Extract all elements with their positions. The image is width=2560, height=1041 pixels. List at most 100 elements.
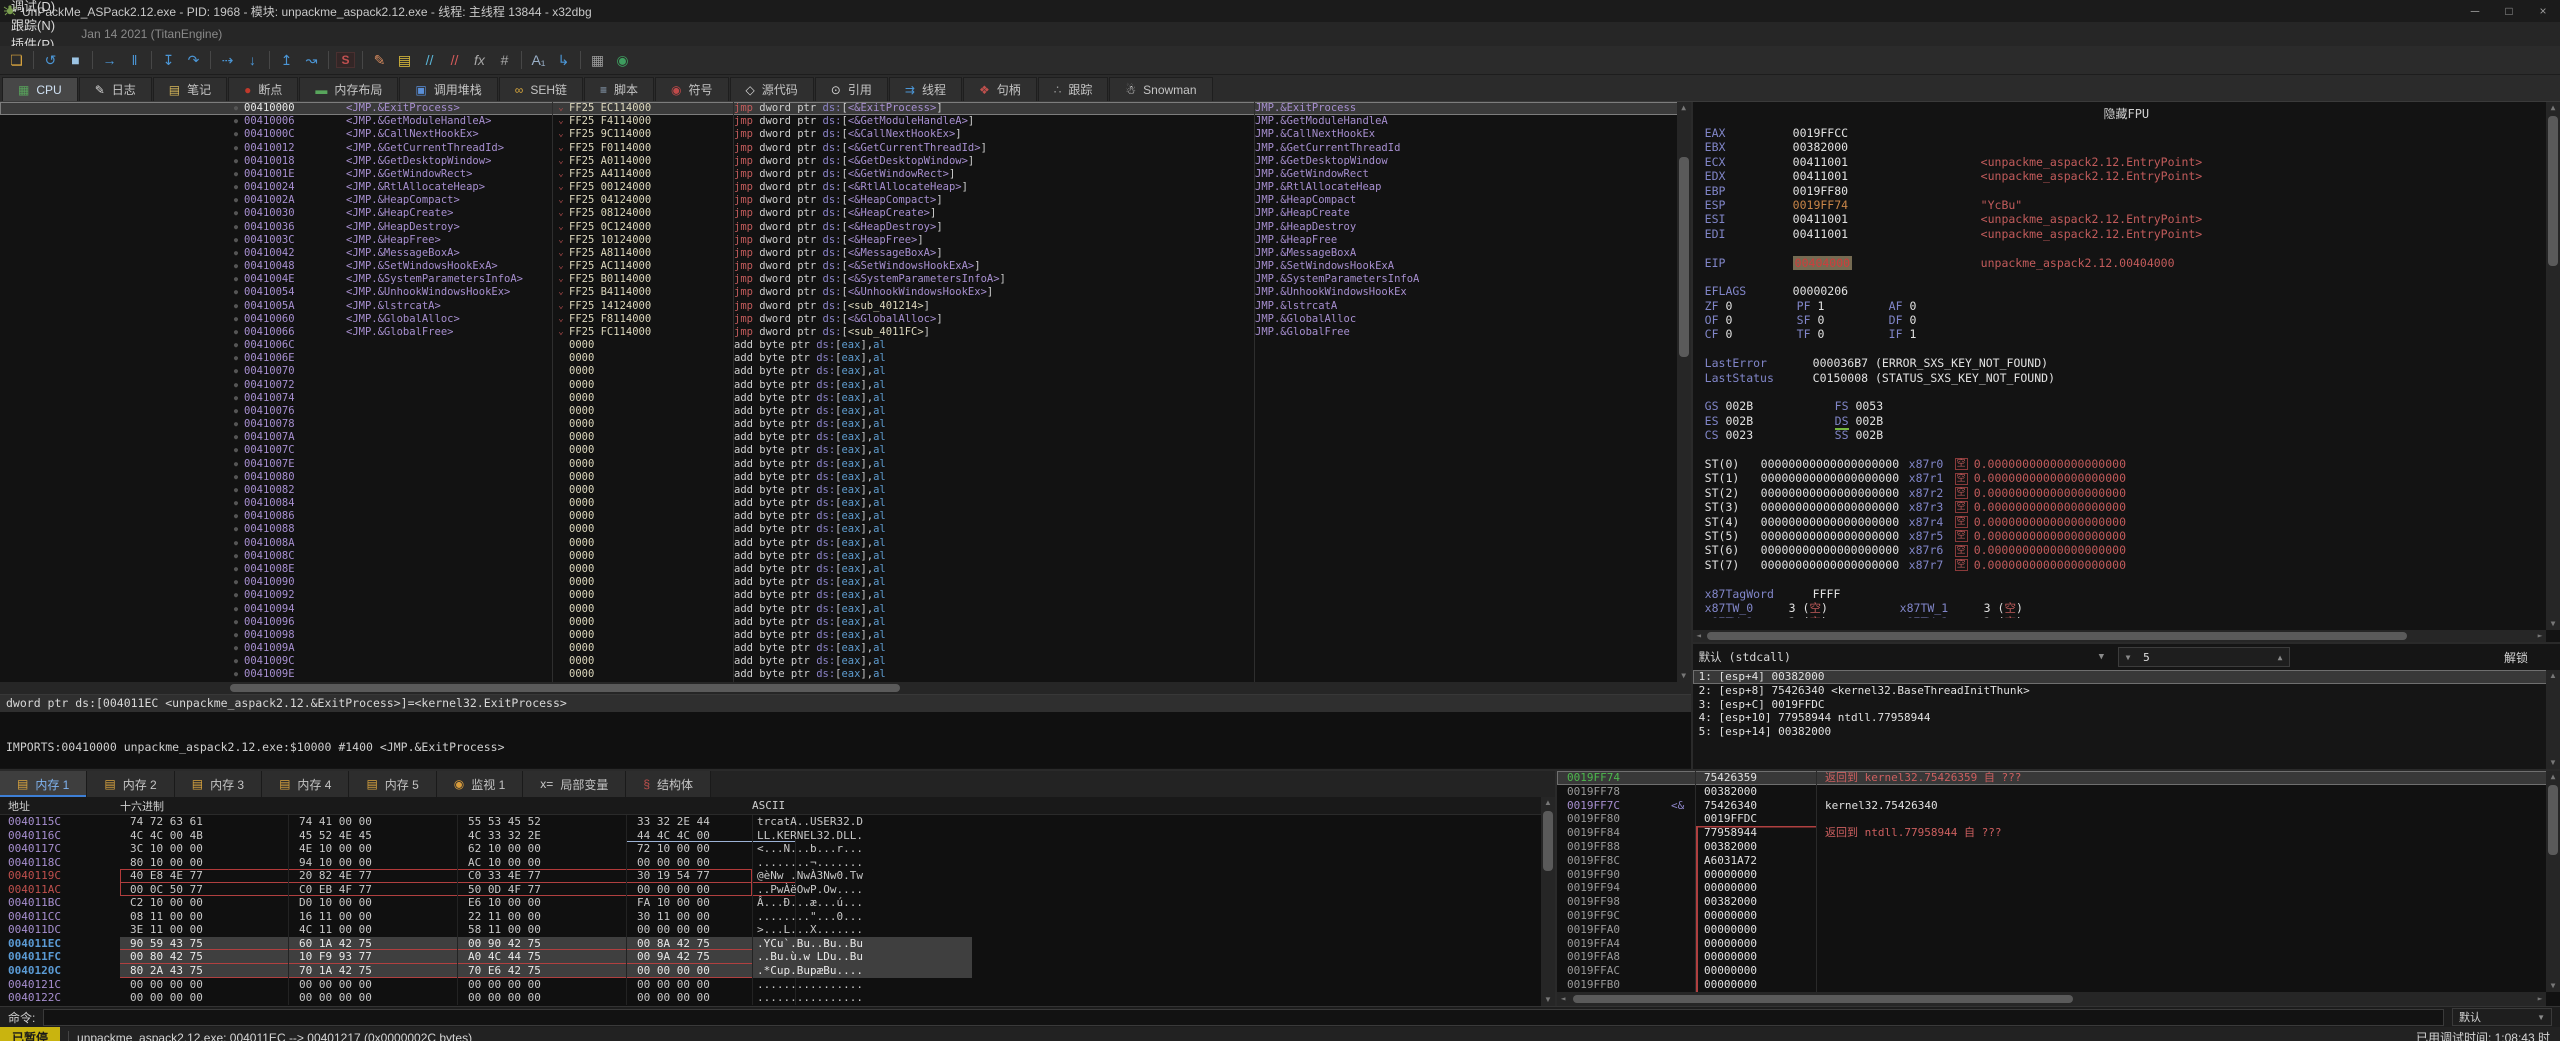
stack-vertical-scrollbar[interactable]: ▲ ▼ xyxy=(2546,771,2560,992)
assemble-icon[interactable]: A₁ xyxy=(526,48,551,72)
st-register-value[interactable]: 00000000000000000000 xyxy=(1760,485,1900,500)
dump-row[interactable]: 004011AC 00 0C 50 77 C0 EB 4F 77 50 0D 4F 7… xyxy=(0,882,1555,897)
dump-row[interactable]: 004011EC 90 59 43 75 60 1A 42 75 00 90 42 7… xyxy=(0,936,1555,951)
spinner-down-icon[interactable]: ▼ xyxy=(2125,652,2131,662)
maximize-button[interactable]: □ xyxy=(2505,4,2513,18)
pause-icon[interactable]: ‖ xyxy=(122,48,147,72)
flag-pair[interactable]: DF 0 xyxy=(1889,313,1981,327)
breakpoint-dot[interactable]: ● xyxy=(233,630,239,639)
breakpoint-dot[interactable]: ● xyxy=(233,472,239,481)
close-button[interactable]: × xyxy=(2539,4,2547,18)
disasm-row[interactable]: ● 0041007C 0000 add byte ptr ds:[eax],al xyxy=(0,444,1691,458)
disasm-row[interactable]: ● 0041006C 0000 add byte ptr ds:[eax],al xyxy=(0,339,1691,353)
tab-跟踪[interactable]: ∴ 跟踪 xyxy=(1037,77,1109,101)
stack-row[interactable]: 0019FF98 00382000 xyxy=(1557,895,2560,909)
tab-内存布局[interactable]: ▬ 内存布局 xyxy=(299,77,399,101)
disasm-row[interactable]: ● 00410000 <JMP.&ExitProcess> ⌄ FF25 EC11400… xyxy=(0,102,1691,116)
disasm-row[interactable]: ● 00410018 <JMP.&GetDesktopWindow> ⌄ FF25 A0… xyxy=(0,155,1691,168)
disasm-row[interactable]: ● 00410092 0000 add byte ptr ds:[eax],al xyxy=(0,589,1691,603)
disasm-row[interactable]: ● 00410074 0000 add byte ptr ds:[eax],al xyxy=(0,392,1691,405)
breakpoint-dot[interactable]: ● xyxy=(233,485,239,494)
trace-into-icon[interactable]: ↓ xyxy=(240,48,265,72)
scrollbar-thumb[interactable] xyxy=(2548,116,2558,266)
register-value[interactable]: 00411001 xyxy=(1792,226,1849,241)
stack-row[interactable]: 0019FF80 0019FFDC xyxy=(1557,812,2560,827)
stack-row[interactable]: 0019FF78 00382000 xyxy=(1557,784,2560,799)
breakpoint-dot[interactable]: ● xyxy=(233,420,239,429)
disasm-row[interactable]: ● 00410094 0000 add byte ptr ds:[eax],al xyxy=(0,603,1691,616)
disasm-row[interactable]: ● 00410072 0000 add byte ptr ds:[eax],al xyxy=(0,379,1691,392)
registers-vertical-scrollbar[interactable]: ▲ ▼ xyxy=(2546,102,2560,630)
disasm-row[interactable]: ● 00410006 <JMP.&GetModuleHandleA> ⌄ FF25 F4… xyxy=(0,115,1691,129)
dump-row[interactable]: 0040116C 4C 4C 00 4B 45 52 4E 45 4C 33 32 2… xyxy=(0,828,1555,843)
stack-row[interactable]: 0019FF74 75426359 返回到 kernel32.75426359 自 … xyxy=(1557,771,2560,785)
tab-句柄[interactable]: ❖ 句柄 xyxy=(962,77,1037,101)
register-value[interactable]: 00411001 xyxy=(1792,212,1849,227)
breakpoint-dot[interactable]: ● xyxy=(233,565,239,573)
st-register-value[interactable]: 00000000000000000000 xyxy=(1760,456,1900,471)
breakpoint-dot[interactable]: ● xyxy=(233,433,239,442)
segment-pair[interactable]: DS 002B xyxy=(1834,413,1965,430)
scrollbar-thumb[interactable] xyxy=(1678,157,1689,357)
st-register-value[interactable]: 00000000000000000000 xyxy=(1760,528,1900,543)
dump-row[interactable]: 0040122C 00 00 00 00 00 00 00 00 00 00 00 0… xyxy=(0,991,1555,1005)
argument-row[interactable]: 5: [esp+14] 00382000 xyxy=(1698,725,1832,739)
scrollbar-thumb[interactable] xyxy=(1706,632,2407,640)
scrollbar-thumb[interactable] xyxy=(1543,811,1553,871)
breakpoint-dot[interactable]: ● xyxy=(233,459,239,468)
s-plugin-icon[interactable]: S xyxy=(333,48,358,72)
stack-row[interactable]: 0019FF94 00000000 xyxy=(1557,881,2560,896)
dump-row[interactable]: 0040119C 40 E8 4E 77 20 82 4E 77 C0 33 4E 7… xyxy=(0,869,1555,883)
open-file-icon[interactable]: ❏ xyxy=(4,48,29,72)
breakpoint-dot[interactable]: ● xyxy=(233,670,239,679)
tab-笔记[interactable]: ▤ 笔记 xyxy=(152,77,228,101)
disasm-row[interactable]: ● 00410096 0000 add byte ptr ds:[eax],al xyxy=(0,616,1691,629)
dump-row[interactable]: 0040115C 74 72 63 61 74 41 00 00 55 53 45 5… xyxy=(0,815,1555,829)
disasm-row[interactable]: ● 0041007A 0000 add byte ptr ds:[eax],al xyxy=(0,431,1691,445)
breakpoint-dot[interactable]: ● xyxy=(233,209,239,218)
stack-row[interactable]: 0019FFAC 00000000 xyxy=(1557,964,2560,978)
breakpoint-dot[interactable]: ● xyxy=(233,196,239,205)
breakpoint-dot[interactable]: ● xyxy=(233,538,239,547)
spinner-up-icon[interactable]: ▲ xyxy=(2277,652,2283,662)
dump-vertical-scrollbar[interactable]: ▲ ▼ xyxy=(1541,797,1555,1006)
disasm-row[interactable]: ● 00410070 0000 add byte ptr ds:[eax],al xyxy=(0,365,1691,379)
stack-row[interactable]: 0019FF8C A6031A72 xyxy=(1557,853,2560,868)
disasm-row[interactable]: ● 0041004E <JMP.&SystemParametersInfoA> ⌄ FF… xyxy=(0,273,1691,287)
dump-tab-内存-2[interactable]: ▤ 内存 2 xyxy=(87,771,175,797)
disasm-row[interactable]: ● 00410024 <JMP.&RtlAllocateHeap> ⌄ FF25 001… xyxy=(0,181,1691,195)
scroll-down-icon[interactable]: ▼ xyxy=(1544,995,1552,1004)
disasm-row[interactable]: ● 00410036 <JMP.&HeapDestroy> ⌄ FF25 0C12400… xyxy=(0,221,1691,234)
run-to-user-code-icon[interactable]: ↝ xyxy=(299,48,324,72)
breakpoint-dot[interactable]: ● xyxy=(233,235,239,244)
breakpoint-dot[interactable]: ● xyxy=(233,341,239,350)
disasm-row[interactable]: ● 00410042 <JMP.&MessageBoxA> ⌄ FF25 A811400… xyxy=(0,247,1691,261)
flag-pair[interactable]: CF 0 xyxy=(1705,327,1797,341)
breakpoint-dot[interactable]: ● xyxy=(233,275,239,284)
execute-till-return-icon[interactable]: ↥ xyxy=(274,48,299,72)
segment-pair[interactable]: ES 002B xyxy=(1705,414,1835,428)
scroll-down-icon[interactable]: ▼ xyxy=(2550,619,2556,628)
disasm-row[interactable]: ● 0041008E 0000 add byte ptr ds:[eax],al xyxy=(0,563,1691,577)
highlight-red-icon[interactable]: // xyxy=(442,48,467,72)
scroll-left-icon[interactable]: ◄ xyxy=(1560,994,1566,1003)
flag-pair[interactable]: OF 0 xyxy=(1705,313,1797,327)
st-register-value[interactable]: 00000000000000000000 xyxy=(1760,543,1900,558)
highlight-blue-icon[interactable]: // xyxy=(417,48,442,72)
breakpoint-dot[interactable]: ● xyxy=(233,130,239,139)
disasm-row[interactable]: ● 00410084 0000 add byte ptr ds:[eax],al xyxy=(0,497,1691,511)
scroll-right-icon[interactable]: ► xyxy=(2537,994,2543,1003)
registers-horizontal-scrollbar[interactable]: ◄ ► xyxy=(1692,630,2546,642)
restart-icon[interactable]: ↺ xyxy=(38,48,63,72)
register-value[interactable]: 0019FFCC xyxy=(1792,126,1849,140)
register-value[interactable]: 00404000 xyxy=(1792,255,1981,270)
stack-row[interactable]: 0019FF88 00382000 xyxy=(1557,839,2560,854)
flag-pair[interactable]: AF 0 xyxy=(1889,299,1981,313)
tab-引用[interactable]: ⊙ 引用 xyxy=(814,77,888,101)
tab-断点[interactable]: ● 断点 xyxy=(228,77,299,101)
breakpoint-dot[interactable]: ● xyxy=(233,380,239,389)
args-vertical-scrollbar[interactable]: ▲ ▼ xyxy=(2546,670,2560,769)
tab-线程[interactable]: ⇉ 线程 xyxy=(888,77,962,101)
stack-row[interactable]: 0019FFB0 00000000 xyxy=(1557,977,2560,992)
column-header-hex[interactable]: 十六进制 xyxy=(120,799,164,813)
